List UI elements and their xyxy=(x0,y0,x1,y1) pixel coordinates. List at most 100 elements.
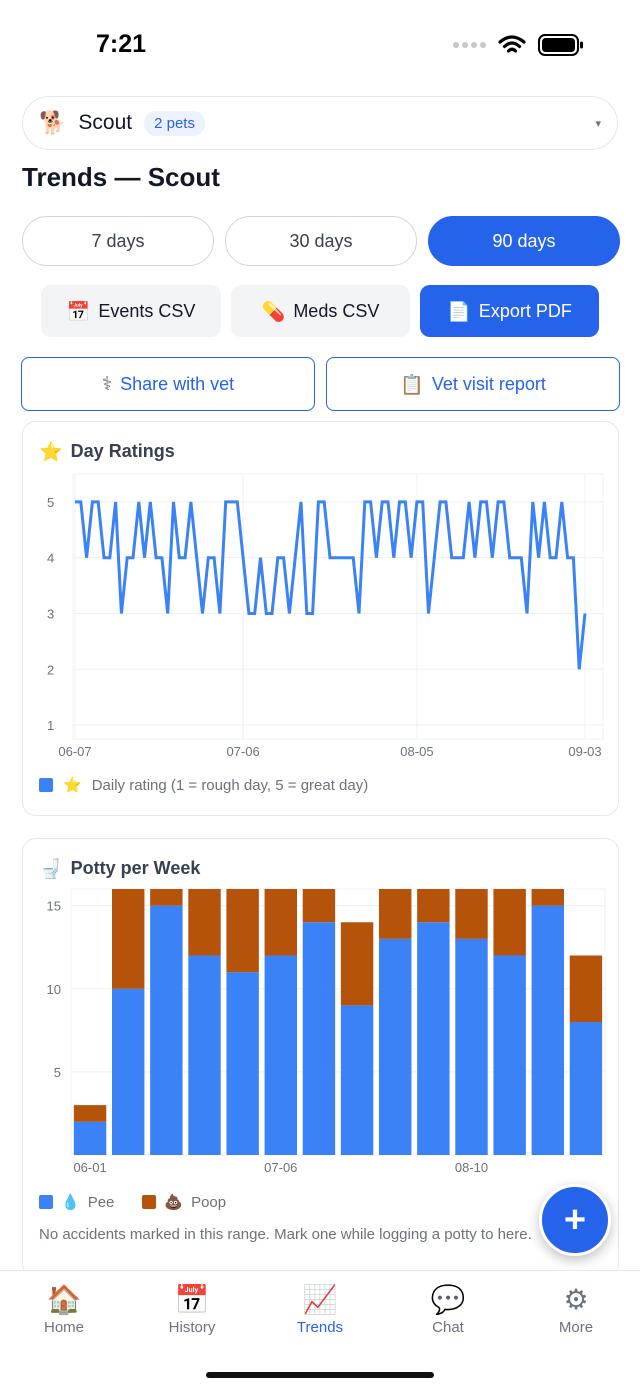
status-time: 7:21 xyxy=(96,30,147,58)
bar-poop xyxy=(73,1105,107,1122)
share-with-vet-label: Share with vet xyxy=(120,373,235,394)
legend-swatch-poop xyxy=(142,1195,157,1209)
vet-row: ⚕ Share with vet 📋 Vet visit report xyxy=(21,357,620,411)
day-ratings-chart: 1 2 3 4 5 06-07 07-06 08-05 09-03 xyxy=(47,473,604,759)
signal-icon xyxy=(453,42,486,48)
bar-poop xyxy=(188,889,221,956)
x-tick-label: 09-03 xyxy=(568,744,601,759)
home-indicator xyxy=(206,1372,434,1378)
chart-increasing-icon: 📈 xyxy=(302,1283,338,1316)
star-icon: ⭐ xyxy=(39,441,63,463)
x-tick-label: 08-05 xyxy=(400,744,433,759)
tab-trends[interactable]: 📈 Trends xyxy=(265,1281,375,1336)
star-icon: ⭐ xyxy=(63,776,82,794)
export-pdf-button[interactable]: 📄 Export PDF xyxy=(420,285,599,337)
bar-pee xyxy=(493,955,526,1155)
toilet-icon: 🚽 xyxy=(39,858,63,880)
x-tick-label: 08-10 xyxy=(455,1160,488,1175)
bar-poop xyxy=(417,889,450,923)
share-with-vet-button[interactable]: ⚕ Share with vet xyxy=(21,357,315,411)
bar-poop xyxy=(379,889,412,939)
bar-pee xyxy=(417,922,450,1155)
pet-name: Scout xyxy=(78,111,133,134)
x-tick-label: 07-06 xyxy=(264,1160,297,1175)
y-tick-label: 15 xyxy=(47,899,61,914)
events-csv-label: Events CSV xyxy=(98,300,196,321)
calendar-icon: 📅 xyxy=(66,300,91,323)
bar-poop xyxy=(531,889,564,906)
vet-visit-report-label: Vet visit report xyxy=(431,373,546,394)
bar-pee xyxy=(569,1022,603,1155)
tab-chat-label: Chat xyxy=(432,1319,464,1336)
stethoscope-icon: ⚕ xyxy=(101,373,113,395)
range-tab-7-days[interactable]: 7 days xyxy=(22,216,214,266)
tab-home-label: Home xyxy=(43,1319,84,1336)
bar-pee xyxy=(379,938,412,1155)
tab-history[interactable]: 📅 History xyxy=(137,1281,247,1336)
status-bar: 7:21 xyxy=(0,0,640,90)
x-tick-label: 06-07 xyxy=(58,744,91,759)
droplet-icon: 💧 xyxy=(61,1193,80,1211)
meds-csv-button[interactable]: 💊 Meds CSV xyxy=(231,285,410,337)
export-pdf-label: Export PDF xyxy=(478,300,572,321)
potty-legend: 💧 Pee 💩 Poop xyxy=(39,1193,244,1211)
wifi-icon xyxy=(498,35,526,53)
status-icons xyxy=(452,34,584,56)
legend-label-rating: Daily rating (1 = rough day, 5 = great d… xyxy=(91,776,369,794)
x-tick-label: 07-06 xyxy=(226,744,259,759)
bar-pee xyxy=(150,905,183,1155)
day-ratings-card: ⭐ Day Ratings 1 2 3 4 5 06-07 07-06 08-05 09-03 … xyxy=(22,421,619,816)
bar-pee xyxy=(340,1005,374,1155)
export-row: 📅 Events CSV 💊 Meds CSV 📄 Export PDF xyxy=(41,285,599,337)
bar-poop xyxy=(264,889,297,956)
plot-area xyxy=(72,473,604,740)
dog-icon: 🐕 xyxy=(39,110,67,136)
x-tick-label: 06-01 xyxy=(73,1160,106,1175)
tab-bar: 🏠 Home 📅 History 📈 Trends 💬 Chat ⚙ More xyxy=(0,1270,640,1390)
pet-selector[interactable]: 🐕 Scout 2 pets ▾ xyxy=(22,96,618,150)
document-icon: 📄 xyxy=(447,300,471,323)
bar-pee xyxy=(188,955,221,1155)
legend-swatch-pee xyxy=(39,1195,53,1209)
bar-pee xyxy=(455,938,488,1155)
add-event-button[interactable]: + xyxy=(539,1184,611,1256)
rating-series-line xyxy=(75,500,587,670)
meds-csv-label: Meds CSV xyxy=(293,300,380,321)
pet-count-badge: 2 pets xyxy=(144,110,205,136)
events-csv-button[interactable]: 📅 Events CSV xyxy=(41,285,221,337)
speech-bubble-icon: 💬 xyxy=(430,1283,466,1316)
tab-more[interactable]: ⚙ More xyxy=(521,1281,631,1336)
bar-poop xyxy=(569,955,603,1022)
y-tick-label: 4 xyxy=(47,551,54,566)
bar-poop xyxy=(493,889,526,956)
tab-history-label: History xyxy=(168,1319,216,1336)
tab-chat[interactable]: 💬 Chat xyxy=(393,1281,503,1336)
potty-per-week-card: 🚽 Potty per Week 5 10 15 06-01 07-06 08-10 💧 … xyxy=(22,838,619,1278)
house-icon: 🏠 xyxy=(46,1283,82,1316)
range-tab-30-days[interactable]: 30 days xyxy=(225,216,417,266)
y-tick-label: 1 xyxy=(47,718,54,733)
chevron-down-icon: ▾ xyxy=(595,117,601,130)
potty-per-week-chart: 5 10 15 06-01 07-06 08-10 xyxy=(47,888,606,1175)
legend-label-poop: Poop xyxy=(191,1193,227,1211)
day-ratings-legend: ⭐ Daily rating (1 = rough day, 5 = great… xyxy=(39,776,368,794)
range-tab-90-days[interactable]: 90 days xyxy=(428,216,620,266)
vet-visit-report-button[interactable]: 📋 Vet visit report xyxy=(326,357,620,411)
clipboard-icon: 📋 xyxy=(400,373,424,396)
bar-pee xyxy=(226,972,259,1155)
bar-pee xyxy=(112,988,145,1155)
bar-pee xyxy=(302,922,336,1155)
gear-icon: ⚙ xyxy=(563,1283,589,1316)
bar-pee xyxy=(73,1121,107,1155)
tab-home[interactable]: 🏠 Home xyxy=(9,1281,119,1336)
battery-icon xyxy=(538,34,583,56)
bar-poop xyxy=(112,889,145,989)
y-tick-label: 5 xyxy=(47,495,54,510)
bar-pee xyxy=(531,905,564,1155)
y-tick-label: 2 xyxy=(47,662,54,677)
plot-area xyxy=(70,888,606,1156)
potty-title: 🚽 Potty per Week xyxy=(39,857,200,880)
calendar-icon: 📅 xyxy=(174,1283,210,1316)
bar-poop xyxy=(455,889,488,939)
legend-item-pee: 💧 Pee xyxy=(39,1193,114,1211)
